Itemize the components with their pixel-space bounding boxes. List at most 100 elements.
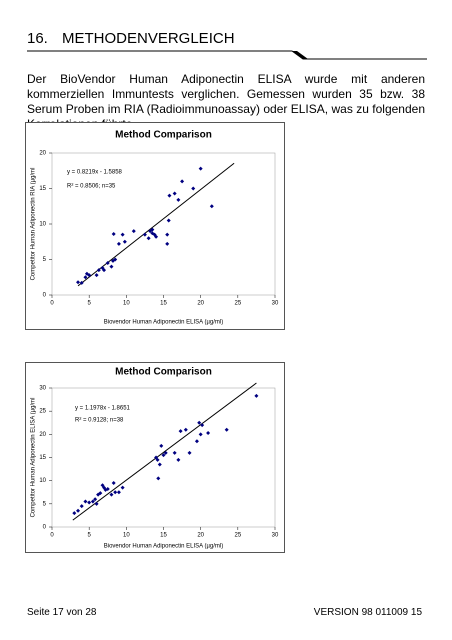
point — [163, 450, 168, 455]
point — [166, 218, 171, 223]
point — [172, 450, 177, 455]
y-tick-label: 30 — [39, 386, 46, 392]
heading-rule — [27, 50, 427, 60]
point — [96, 268, 101, 273]
x-tick-label: 0 — [50, 533, 54, 539]
annotation: R² = 0.8506; n=35 — [67, 184, 116, 190]
point — [150, 227, 155, 232]
point — [183, 427, 188, 432]
point — [111, 480, 116, 485]
y-tick-label: 10 — [39, 478, 46, 484]
point — [76, 280, 81, 285]
footer-right: VERSION 98 011009 15 — [313, 607, 422, 618]
point — [167, 193, 172, 198]
point — [156, 476, 161, 481]
point — [178, 429, 183, 434]
chart-title: Method Comparison — [115, 367, 212, 378]
point — [200, 423, 205, 428]
point — [116, 490, 121, 495]
x-tick-label: 30 — [272, 301, 279, 307]
point — [116, 241, 121, 246]
chart-title: Method Comparison — [115, 130, 212, 141]
point — [187, 450, 192, 455]
x-tick-label: 5 — [87, 533, 91, 539]
chart: Method Comparison Biovendor Human Adipone… — [25, 362, 285, 553]
point — [209, 204, 214, 209]
x-tick-label: 10 — [123, 533, 130, 539]
y-tick-label: 20 — [39, 151, 46, 157]
point — [159, 443, 164, 448]
point — [105, 487, 110, 492]
y-tick-label: 0 — [43, 525, 47, 531]
point — [111, 231, 116, 236]
y-tick-label: 5 — [43, 257, 47, 263]
point — [165, 241, 170, 246]
y-tick-label: 0 — [43, 293, 47, 299]
point — [100, 266, 105, 271]
point — [191, 186, 196, 191]
point — [206, 430, 211, 435]
point — [96, 492, 101, 497]
point — [110, 258, 115, 263]
point — [83, 275, 88, 280]
point — [146, 236, 151, 241]
y-tick-label: 15 — [39, 455, 46, 461]
y-tick-label: 20 — [39, 432, 46, 438]
point — [197, 420, 202, 425]
x-tick-label: 0 — [50, 301, 54, 307]
point — [154, 234, 159, 239]
point — [122, 239, 127, 244]
x-tick-label: 30 — [272, 533, 279, 539]
point — [105, 261, 110, 266]
point — [102, 268, 107, 273]
point — [224, 427, 229, 432]
point — [113, 490, 118, 495]
point — [87, 500, 92, 505]
x-tick-label: 5 — [87, 301, 91, 307]
point — [90, 499, 95, 504]
chart-border — [25, 122, 285, 330]
x-tick-label: 25 — [234, 533, 241, 539]
point — [79, 280, 84, 285]
heading-title: METHODENVERGLEICH — [62, 30, 235, 47]
point — [165, 232, 170, 237]
footer-left: Seite 17 von 28 — [27, 607, 97, 618]
annotation: R² = 0.9128; n=38 — [75, 418, 124, 424]
point — [120, 485, 125, 490]
x-axis-label: Biovendor Human Adiponectin ELISA (µg/ml… — [104, 544, 224, 550]
point — [194, 439, 199, 444]
point — [79, 504, 84, 509]
point — [109, 264, 114, 269]
y-axis-label: Competitor Human Adiponectin RIA (µg/ml — [31, 168, 37, 281]
point — [198, 432, 203, 437]
annotation: y = 0.8219x - 1.5858 — [67, 170, 123, 176]
point — [113, 257, 118, 262]
point — [83, 499, 88, 504]
trendline — [72, 382, 257, 521]
point — [93, 497, 98, 502]
x-tick-label: 20 — [197, 301, 204, 307]
point — [76, 508, 81, 513]
point — [131, 229, 136, 234]
y-tick-label: 25 — [39, 409, 46, 415]
point — [180, 179, 185, 184]
point — [109, 492, 114, 497]
y-tick-label: 5 — [43, 501, 47, 507]
heading-number: 16. — [27, 30, 48, 47]
annotation: y = 1.1978x - 1.8651 — [75, 406, 131, 412]
chart: Method Comparison Biovendor Human Adipone… — [25, 122, 285, 330]
point — [172, 191, 177, 196]
point — [72, 511, 77, 516]
point — [150, 231, 155, 236]
x-tick-label: 10 — [123, 301, 130, 307]
y-axis-label: Competitor Human Adiponectin ELISA (µg/m… — [31, 398, 37, 518]
point — [176, 457, 181, 462]
point — [94, 501, 99, 506]
chart-border — [25, 362, 285, 553]
trendline — [77, 162, 235, 287]
point — [155, 457, 160, 462]
point — [84, 271, 89, 276]
y-tick-label: 15 — [39, 186, 46, 192]
point — [120, 232, 125, 237]
